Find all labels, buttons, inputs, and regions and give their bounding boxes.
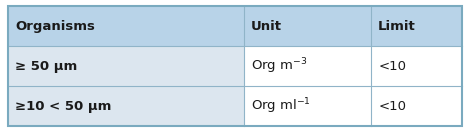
Text: <10: <10	[378, 60, 406, 73]
Text: Limit: Limit	[378, 20, 416, 33]
Text: Org ml$^{-1}$: Org ml$^{-1}$	[251, 96, 311, 116]
Bar	[244, 86, 371, 126]
Bar	[8, 86, 244, 126]
Text: Unit: Unit	[251, 20, 282, 33]
Bar	[8, 6, 244, 46]
Text: Organisms: Organisms	[15, 20, 95, 33]
Text: Org m$^{-3}$: Org m$^{-3}$	[251, 56, 307, 76]
Text: <10: <10	[378, 100, 406, 113]
Bar	[371, 6, 462, 46]
Bar	[244, 46, 371, 86]
Bar	[371, 86, 462, 126]
Text: ≥10 < 50 μm: ≥10 < 50 μm	[15, 100, 111, 113]
Bar	[371, 46, 462, 86]
Bar	[8, 46, 244, 86]
Bar	[244, 6, 371, 46]
Text: ≥ 50 μm: ≥ 50 μm	[15, 60, 77, 73]
